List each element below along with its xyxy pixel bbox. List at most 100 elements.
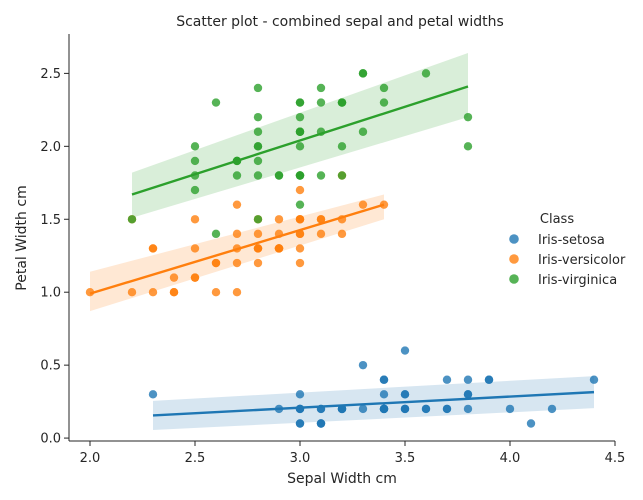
confidence-band-1 — [90, 194, 384, 312]
data-point — [190, 142, 200, 151]
data-point — [211, 288, 221, 297]
data-point — [463, 375, 473, 384]
data-point — [526, 419, 536, 428]
data-point — [316, 215, 326, 224]
data-point — [127, 288, 137, 297]
data-point — [442, 375, 452, 384]
data-point — [232, 288, 242, 297]
data-point — [211, 229, 221, 239]
data-point — [274, 171, 284, 180]
regression-line-0 — [152, 390, 595, 417]
data-point — [505, 404, 515, 414]
chart-title: Scatter plot - combined sepal and petal … — [176, 14, 504, 30]
data-point — [337, 171, 347, 180]
data-point — [463, 112, 473, 122]
data-point — [421, 69, 431, 78]
data-point — [253, 112, 263, 122]
data-point — [316, 171, 326, 180]
data-point — [421, 404, 431, 414]
data-point — [463, 142, 473, 151]
data-point — [337, 404, 347, 414]
legend: Class Iris-setosa Iris-versicolor Iris-vir… — [509, 212, 626, 288]
data-point — [379, 98, 389, 107]
data-point — [253, 244, 263, 253]
x-tick-label: 2.5 — [185, 451, 206, 466]
legend-title: Class — [540, 212, 574, 227]
data-point — [85, 288, 95, 297]
data-point — [295, 258, 305, 268]
x-tick-label: 3.5 — [395, 451, 416, 466]
x-tick-label: 4.5 — [605, 451, 626, 466]
legend-label: Iris-virginica — [538, 273, 617, 288]
data-point — [295, 171, 305, 180]
data-point — [295, 127, 305, 136]
data-point — [148, 390, 158, 399]
data-point — [358, 404, 368, 414]
legend-label: Iris-setosa — [538, 233, 605, 248]
data-point — [295, 112, 305, 122]
y-tick-label: 1.0 — [40, 286, 61, 301]
data-point — [337, 142, 347, 151]
data-point — [253, 83, 263, 93]
data-point — [148, 288, 158, 297]
y-axis-ticks: 0.0 0.5 1.0 1.5 2.0 2.5 — [40, 67, 69, 447]
data-point — [337, 98, 347, 107]
data-point — [295, 98, 305, 107]
regression-line-1 — [89, 203, 385, 295]
legend-marker — [509, 274, 519, 284]
data-point — [358, 200, 368, 209]
data-point — [484, 375, 494, 384]
data-point — [589, 375, 599, 384]
data-point — [358, 69, 368, 78]
data-point — [295, 419, 305, 428]
legend-label: Iris-versicolor — [538, 253, 626, 268]
data-point — [190, 273, 200, 282]
x-tick-label: 4.0 — [500, 451, 521, 466]
data-point — [358, 360, 368, 370]
data-point — [295, 200, 305, 209]
data-point — [316, 419, 326, 428]
y-tick-label: 2.0 — [40, 140, 61, 155]
data-point — [295, 390, 305, 399]
y-axis-label: Petal Width cm — [14, 185, 30, 290]
data-point — [148, 244, 158, 253]
regression-line-2 — [131, 85, 469, 196]
data-point — [295, 244, 305, 253]
data-point — [379, 83, 389, 93]
data-point — [463, 390, 473, 399]
data-point — [316, 98, 326, 107]
data-point — [316, 83, 326, 93]
x-tick-label: 3.0 — [290, 451, 311, 466]
data-point — [232, 200, 242, 209]
data-point — [274, 244, 284, 253]
y-tick-label: 0.0 — [40, 432, 61, 447]
data-point — [358, 127, 368, 136]
regression-lines — [89, 85, 595, 417]
data-point — [232, 229, 242, 239]
data-point — [253, 127, 263, 136]
data-point — [337, 229, 347, 239]
data-point — [379, 404, 389, 414]
data-point — [316, 229, 326, 239]
data-point — [169, 288, 179, 297]
x-axis-ticks: 2.0 2.5 3.0 3.5 4.0 4.5 — [80, 441, 626, 466]
data-point — [463, 404, 473, 414]
data-point — [232, 258, 242, 268]
scatter-points — [85, 69, 599, 428]
data-point — [295, 215, 305, 224]
data-point — [295, 142, 305, 151]
data-point — [190, 215, 200, 224]
data-point — [400, 404, 410, 414]
data-point — [253, 171, 263, 180]
y-tick-label: 2.5 — [40, 67, 61, 82]
y-tick-label: 0.5 — [40, 359, 61, 374]
data-point — [190, 244, 200, 253]
data-point — [400, 346, 410, 355]
x-axis-label: Sepal Width cm — [287, 471, 397, 487]
data-point — [547, 404, 557, 414]
data-point — [253, 258, 263, 268]
data-point — [190, 185, 200, 195]
data-point — [127, 215, 137, 224]
data-point — [295, 185, 305, 195]
